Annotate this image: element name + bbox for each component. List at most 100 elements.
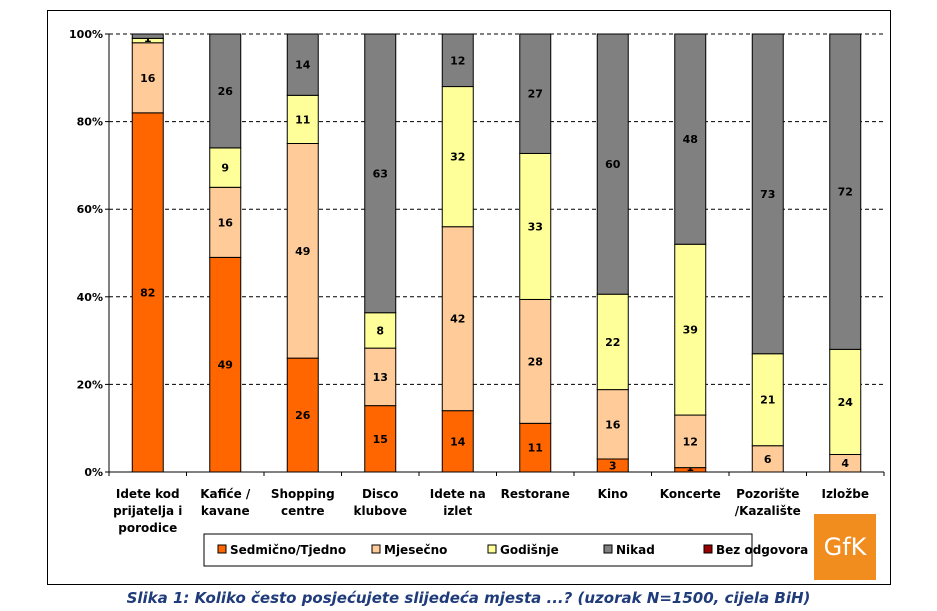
data-label: 6 <box>764 453 772 466</box>
x-category-label: Idete kod <box>116 487 180 501</box>
data-label: 27 <box>528 88 543 101</box>
y-tick-label: 60% <box>77 203 103 216</box>
legend-swatch <box>217 544 227 554</box>
x-category-label: Kafiće / <box>200 487 251 501</box>
data-label: 26 <box>218 85 234 98</box>
bar-segment <box>286 33 319 96</box>
bar-segment <box>674 414 707 469</box>
y-tick-label: 100% <box>69 28 103 41</box>
x-category-label: Pozorište <box>736 487 799 501</box>
legend-box <box>203 533 753 567</box>
data-label: 4 <box>841 457 849 470</box>
bar-segment <box>209 33 242 149</box>
data-label: 15 <box>373 433 388 446</box>
legend-swatch <box>703 544 713 554</box>
bar-segment <box>364 347 397 407</box>
data-label: 49 <box>218 359 233 372</box>
bar-segment <box>519 33 552 154</box>
x-category-label: Koncerte <box>660 487 721 501</box>
data-label: 21 <box>760 394 775 407</box>
data-label: 28 <box>528 355 543 368</box>
data-label: 8 <box>376 324 384 337</box>
bar-segment <box>286 357 319 473</box>
x-category-label: /Kazalište <box>735 504 801 518</box>
data-label: 82 <box>140 286 155 299</box>
bar-segment <box>596 33 629 295</box>
legend-swatch <box>603 544 613 554</box>
legend-label: Sedmično/Tjedno <box>230 543 346 557</box>
data-label: 14 <box>295 59 311 72</box>
bar-segment <box>209 147 242 188</box>
data-label: 11 <box>295 113 310 126</box>
data-label: 12 <box>683 435 698 448</box>
x-category-label: Izložbe <box>821 487 869 501</box>
bar-segment <box>364 405 397 473</box>
y-tick-label: 40% <box>77 291 103 304</box>
bar-segment <box>829 33 862 350</box>
bar-segment <box>364 312 397 349</box>
y-tick-label: 20% <box>77 378 103 391</box>
figure-caption: Slika 1: Koliko često posjećujete slijed… <box>126 589 811 607</box>
bar-segment <box>364 33 397 314</box>
legend-swatch <box>371 544 381 554</box>
legend-label: Nikad <box>616 543 655 557</box>
x-category-label: Kino <box>598 487 628 501</box>
x-category-label: Shopping <box>271 487 335 501</box>
bar-segment <box>519 298 552 424</box>
bar-segment <box>131 42 164 114</box>
data-label: 16 <box>605 418 621 431</box>
x-category-label: prijatelja i <box>113 504 182 518</box>
bar-segment <box>209 186 242 258</box>
stacked-bar-chart: 0%20%40%60%80%100%82161Idete kodprijatel… <box>69 28 885 567</box>
data-label: 60 <box>605 158 621 171</box>
data-label: 73 <box>760 188 775 201</box>
bar-segment <box>286 94 319 144</box>
data-label: 49 <box>295 245 310 258</box>
data-label: 3 <box>609 459 617 472</box>
bar-segment <box>596 389 629 460</box>
bar-segment <box>674 243 707 416</box>
data-label: 72 <box>838 186 853 199</box>
legend-label: Bez odgovora <box>716 543 808 557</box>
bar-segment <box>441 33 474 88</box>
bar-segment <box>131 112 164 473</box>
data-label: 9 <box>221 162 229 175</box>
data-label: 22 <box>605 336 620 349</box>
data-label: 11 <box>528 442 543 455</box>
x-category-label: klubove <box>354 504 407 518</box>
x-category-label: centre <box>281 504 325 518</box>
y-tick-label: 80% <box>77 116 103 129</box>
data-label: 26 <box>295 409 311 422</box>
logo-text: GfK <box>823 533 867 561</box>
gfk-logo: GfK <box>814 514 876 580</box>
data-label: 42 <box>450 313 465 326</box>
data-label: 13 <box>373 371 388 384</box>
bar-segment <box>674 33 707 245</box>
legend-swatch <box>487 544 497 554</box>
y-tick-label: 0% <box>84 466 103 479</box>
legend-label: Godišnje <box>500 543 559 557</box>
bar-segment <box>209 256 242 473</box>
data-label: 63 <box>373 167 388 180</box>
x-category-label: kavane <box>201 504 250 518</box>
bar-segment <box>441 410 474 473</box>
x-category-label: Disco <box>362 487 399 501</box>
data-label: 16 <box>218 216 234 229</box>
x-category-label: izlet <box>443 504 472 518</box>
bar-segment <box>519 422 552 473</box>
bar-segment <box>441 86 474 228</box>
bar-segment <box>751 33 784 355</box>
bar-segment <box>519 152 552 300</box>
data-label: 32 <box>450 151 465 164</box>
bar-segment <box>131 33 164 39</box>
data-label: 48 <box>683 133 698 146</box>
data-label: 39 <box>683 324 698 337</box>
x-category-label: Idete na <box>430 487 486 501</box>
data-label: 24 <box>838 396 854 409</box>
data-label: 33 <box>528 220 543 233</box>
chart-frame: 0%20%40%60%80%100%82161Idete kodprijatel… <box>47 10 891 585</box>
data-label: 14 <box>450 435 466 448</box>
data-label: 16 <box>140 72 156 85</box>
x-category-label: porodice <box>118 521 177 535</box>
x-category-label: Restorane <box>501 487 570 501</box>
